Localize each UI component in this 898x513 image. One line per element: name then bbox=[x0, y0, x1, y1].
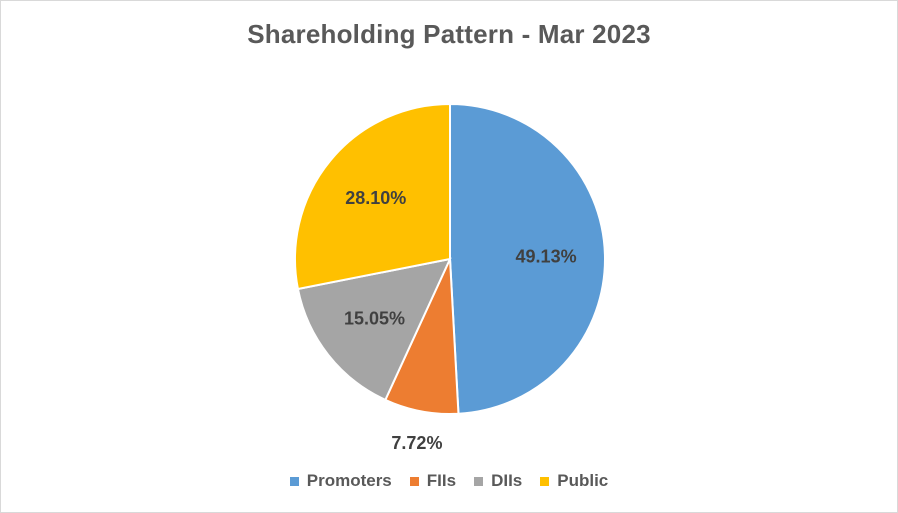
legend-swatch-diis bbox=[474, 476, 484, 486]
legend-item-public: Public bbox=[540, 471, 608, 491]
legend-swatch-promoters bbox=[289, 476, 299, 486]
data-label-diis: 15.05% bbox=[344, 308, 405, 328]
chart-title: Shareholding Pattern - Mar 2023 bbox=[247, 19, 651, 49]
data-label-fiis: 7.72% bbox=[391, 433, 442, 453]
legend-label-promoters: Promoters bbox=[306, 471, 392, 490]
pie-slice-promoters bbox=[449, 102, 606, 415]
data-label-promoters: 49.13% bbox=[516, 246, 577, 266]
legend-label-diis: DIIs bbox=[491, 471, 523, 490]
legend-label-fiis: FIIs bbox=[426, 471, 457, 490]
legend-item-promoters: Promoters bbox=[289, 471, 392, 491]
pie-slice-public bbox=[294, 102, 451, 291]
legend-swatch-fiis bbox=[409, 476, 419, 486]
legend-item-fiis: FIIs bbox=[409, 471, 457, 491]
legend-label-public: Public bbox=[557, 471, 609, 490]
legend-item-diis: DIIs bbox=[474, 471, 522, 491]
data-label-public: 28.10% bbox=[345, 188, 406, 208]
chart-legend: Promoters FIIs DIIs Public bbox=[1, 471, 897, 491]
pie-slice-diis bbox=[296, 257, 452, 402]
legend-swatch-public bbox=[540, 476, 550, 486]
